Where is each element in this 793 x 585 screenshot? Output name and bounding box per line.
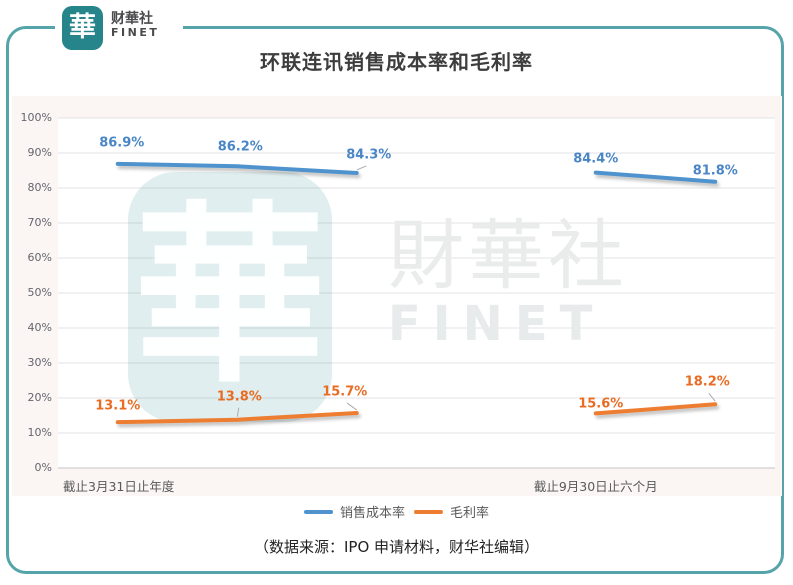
y-tick-label: 10% <box>27 426 52 439</box>
data-label: 13.1% <box>95 398 141 414</box>
data-label: 15.6% <box>578 396 624 412</box>
legend-label: 销售成本率 <box>339 506 405 521</box>
legend-swatch-icon <box>414 509 443 514</box>
data-label: 84.3% <box>346 147 392 163</box>
series-line-毛利率 <box>115 411 359 425</box>
border-frame <box>6 26 784 574</box>
data-label: 86.9% <box>99 135 145 151</box>
data-label: 13.8% <box>216 389 262 405</box>
label-leader <box>356 165 367 171</box>
legend-swatch-icon <box>303 509 333 514</box>
series-line-销售成本率 <box>593 170 718 184</box>
source-note: （数据来源：IPO 申请材料，财华社编辑） <box>253 538 540 556</box>
legend-label: 毛利率 <box>450 506 490 521</box>
y-tick-label: 30% <box>27 356 52 369</box>
x-axis-label: 截止3月31日止年度 <box>63 479 175 494</box>
logo-name-en: FINET <box>111 26 160 39</box>
data-label: 18.2% <box>684 374 730 390</box>
logo-glyph: 華 <box>69 12 96 43</box>
data-label: 81.8% <box>692 163 738 179</box>
watermark-tile-glyph: 華 <box>134 184 326 409</box>
label-leader <box>708 392 716 402</box>
y-tick-label: 50% <box>27 286 52 299</box>
legend: 销售成本率 毛利率 <box>0 502 793 521</box>
y-tick-label: 70% <box>27 216 52 229</box>
y-tick-label: 40% <box>27 321 52 334</box>
series-line-毛利率 <box>593 402 718 416</box>
watermark-text-cn: 財華社 <box>388 211 628 300</box>
watermark-tile-icon: 華 <box>128 172 332 422</box>
y-tick-label: 0% <box>34 461 52 474</box>
y-tick-label: 60% <box>27 251 52 264</box>
watermark-text: 財華社 FINET <box>388 211 628 352</box>
data-label: 84.4% <box>573 151 619 167</box>
logo-name-cn: 财華社 <box>111 11 153 27</box>
finet-logo: 華 财華社 FINET <box>62 6 159 50</box>
legend-item: 毛利率 <box>414 502 489 521</box>
label-leader <box>346 402 358 411</box>
series-line-销售成本率 <box>115 161 359 175</box>
y-tick-label: 100% <box>20 111 52 124</box>
series-layer <box>115 161 718 425</box>
watermark-text-en: FINET <box>388 296 605 352</box>
logo-text: 财華社 FINET <box>111 12 159 39</box>
chart-area: 華 財華社 FINET 86.9% 86.2% 84.3% 84.4% 81.8% 13.… <box>12 96 782 496</box>
data-label: 15.7% <box>322 384 368 400</box>
y-tick-label: 80% <box>27 181 52 194</box>
data-label: 86.2% <box>217 139 263 155</box>
chart-title: 环联连讯销售成本率和毛利率 <box>260 50 533 74</box>
legend-item: 销售成本率 <box>303 502 405 521</box>
y-tick-label: 90% <box>27 146 52 159</box>
x-axis-label: 截止9月30日止六个月 <box>533 479 658 494</box>
finet-logo-icon: 華 <box>62 6 103 50</box>
label-leader <box>236 407 240 417</box>
y-tick-label: 20% <box>27 391 52 404</box>
